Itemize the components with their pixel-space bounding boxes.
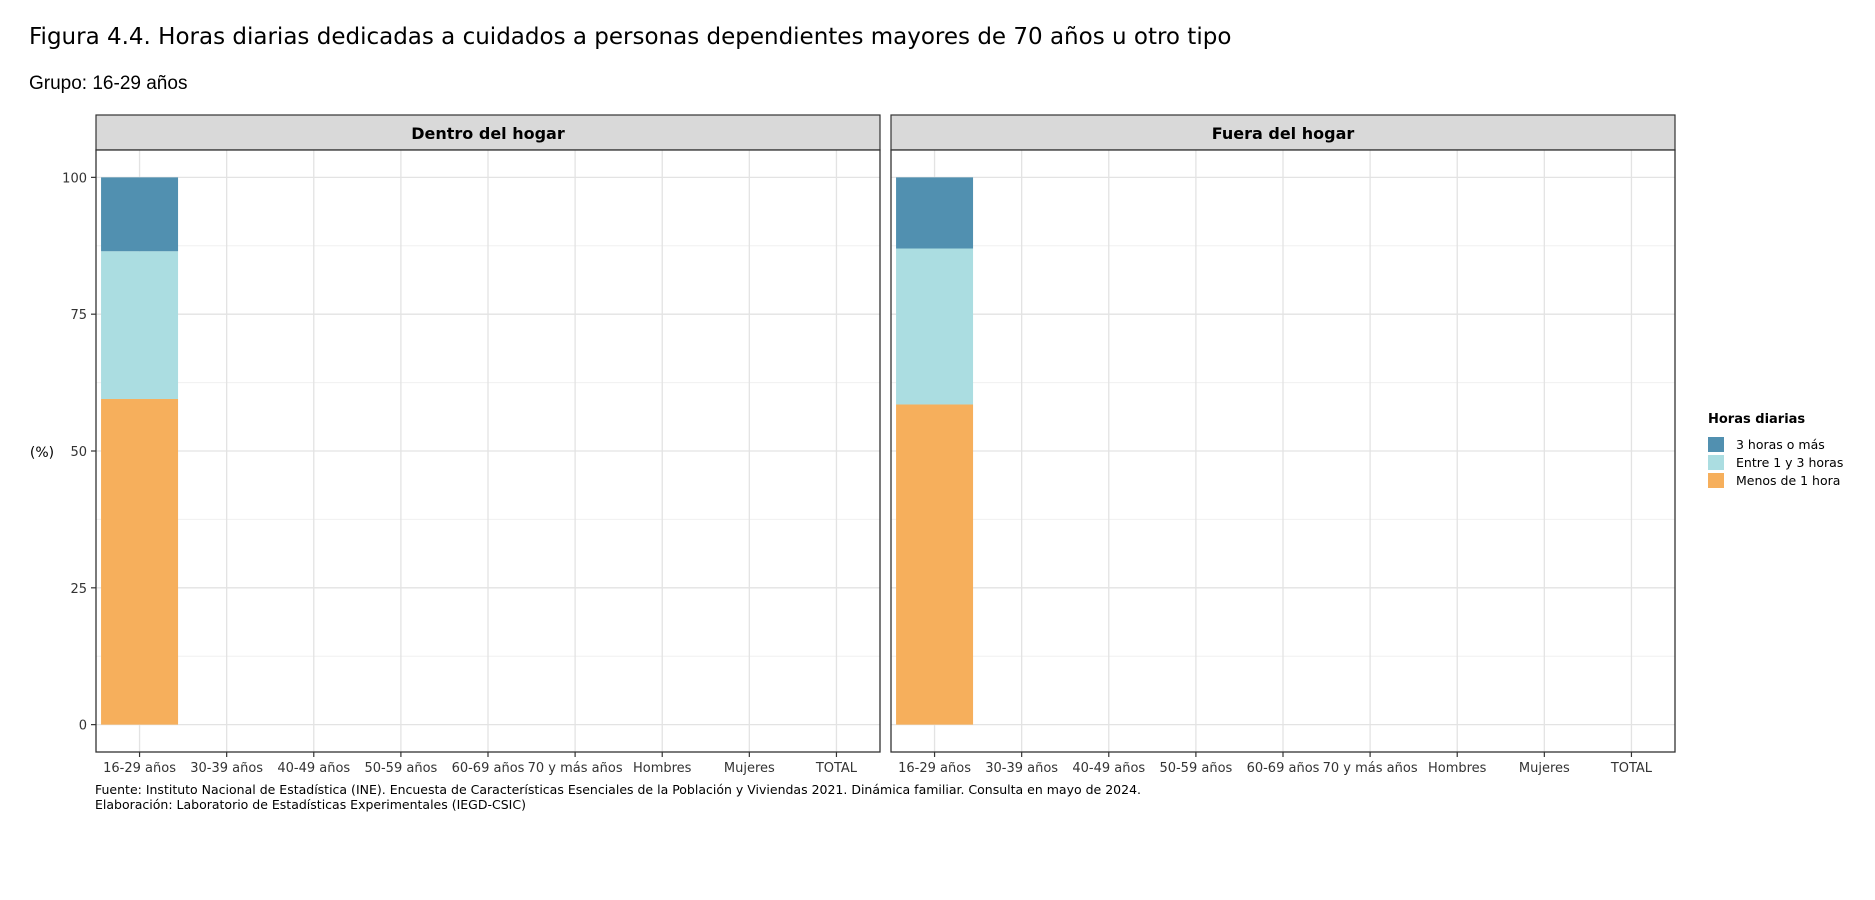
figure-title: Figura 4.4. Horas diarias dedicadas a cu… <box>29 24 1232 50</box>
y-tick-label: 25 <box>70 582 87 597</box>
x-tick-label: Mujeres <box>1519 761 1570 776</box>
bar-3-horas-o-mas-16-29-anos <box>896 177 974 249</box>
source-note: Fuente: Instituto Nacional de Estadístic… <box>95 782 1141 797</box>
x-tick-label: 60-69 años <box>1247 761 1320 776</box>
x-tick-label: 70 y más años <box>528 761 623 776</box>
x-tick-label: 50-59 años <box>364 761 437 776</box>
bar-3-horas-o-mas-16-29-anos <box>101 177 179 252</box>
x-tick-label: 40-49 años <box>277 761 350 776</box>
legend-title: Horas diarias <box>1708 412 1806 427</box>
elaboration-note: Elaboración: Laboratorio de Estadísticas… <box>95 797 526 812</box>
legend-item-3-horas-o-mas: 3 horas o más <box>1708 435 1843 453</box>
y-tick-label: 50 <box>70 445 87 460</box>
x-tick-label: 16-29 años <box>103 761 176 776</box>
panel-title: Fuera del hogar <box>1212 124 1355 143</box>
figure-subtitle: Grupo: 16-29 años <box>29 73 188 94</box>
legend-swatch <box>1708 472 1724 488</box>
bar-menos-de-1-hora-16-29-anos <box>896 404 974 725</box>
bar-entre-1-y-3-horas-16-29-anos <box>896 248 974 405</box>
bar-menos-de-1-hora-16-29-anos <box>101 399 179 725</box>
y-tick-label: 0 <box>79 719 87 734</box>
panel-strip <box>95 114 881 151</box>
x-tick-label: 30-39 años <box>985 761 1058 776</box>
panel-strip <box>890 114 1676 151</box>
x-tick-label: 50-59 años <box>1159 761 1232 776</box>
x-tick-label: 40-49 años <box>1072 761 1145 776</box>
bar-entre-1-y-3-horas-16-29-anos <box>101 251 179 400</box>
panel-dentro-del-hogar: Dentro del hogar 16-29 años 30-39 años 40-4… <box>62 114 881 776</box>
x-tick-label: 16-29 años <box>898 761 971 776</box>
x-tick-label: TOTAL <box>815 761 858 776</box>
x-tick-label: 70 y más años <box>1323 761 1418 776</box>
y-tick-label: 75 <box>70 308 87 323</box>
legend: Horas diarias 3 horas o más Entre 1 y 3 … <box>1708 412 1843 489</box>
legend-swatch <box>1708 454 1724 470</box>
x-tick-label: Hombres <box>1428 761 1487 776</box>
x-tick-label: 60-69 años <box>452 761 525 776</box>
legend-label: Entre 1 y 3 horas <box>1736 454 1844 470</box>
x-tick-label: TOTAL <box>1610 761 1653 776</box>
legend-label: Menos de 1 hora <box>1736 472 1841 488</box>
legend-label: 3 horas o más <box>1736 436 1825 452</box>
y-tick-label: 100 <box>62 171 87 186</box>
legend-item-menos-de-1-hora: Menos de 1 hora <box>1708 471 1843 489</box>
y-axis-label: (%) <box>30 445 54 461</box>
x-tick-label: Mujeres <box>724 761 775 776</box>
panel-fuera-del-hogar: Fuera del hogar 16-29 años 30-39 años 40-49… <box>890 114 1676 776</box>
panel-title: Dentro del hogar <box>411 124 565 143</box>
legend-item-entre-1-y-3-horas: Entre 1 y 3 horas <box>1708 453 1843 471</box>
x-tick-label: 30-39 años <box>190 761 263 776</box>
x-tick-label: Hombres <box>633 761 692 776</box>
legend-swatch <box>1708 436 1724 452</box>
